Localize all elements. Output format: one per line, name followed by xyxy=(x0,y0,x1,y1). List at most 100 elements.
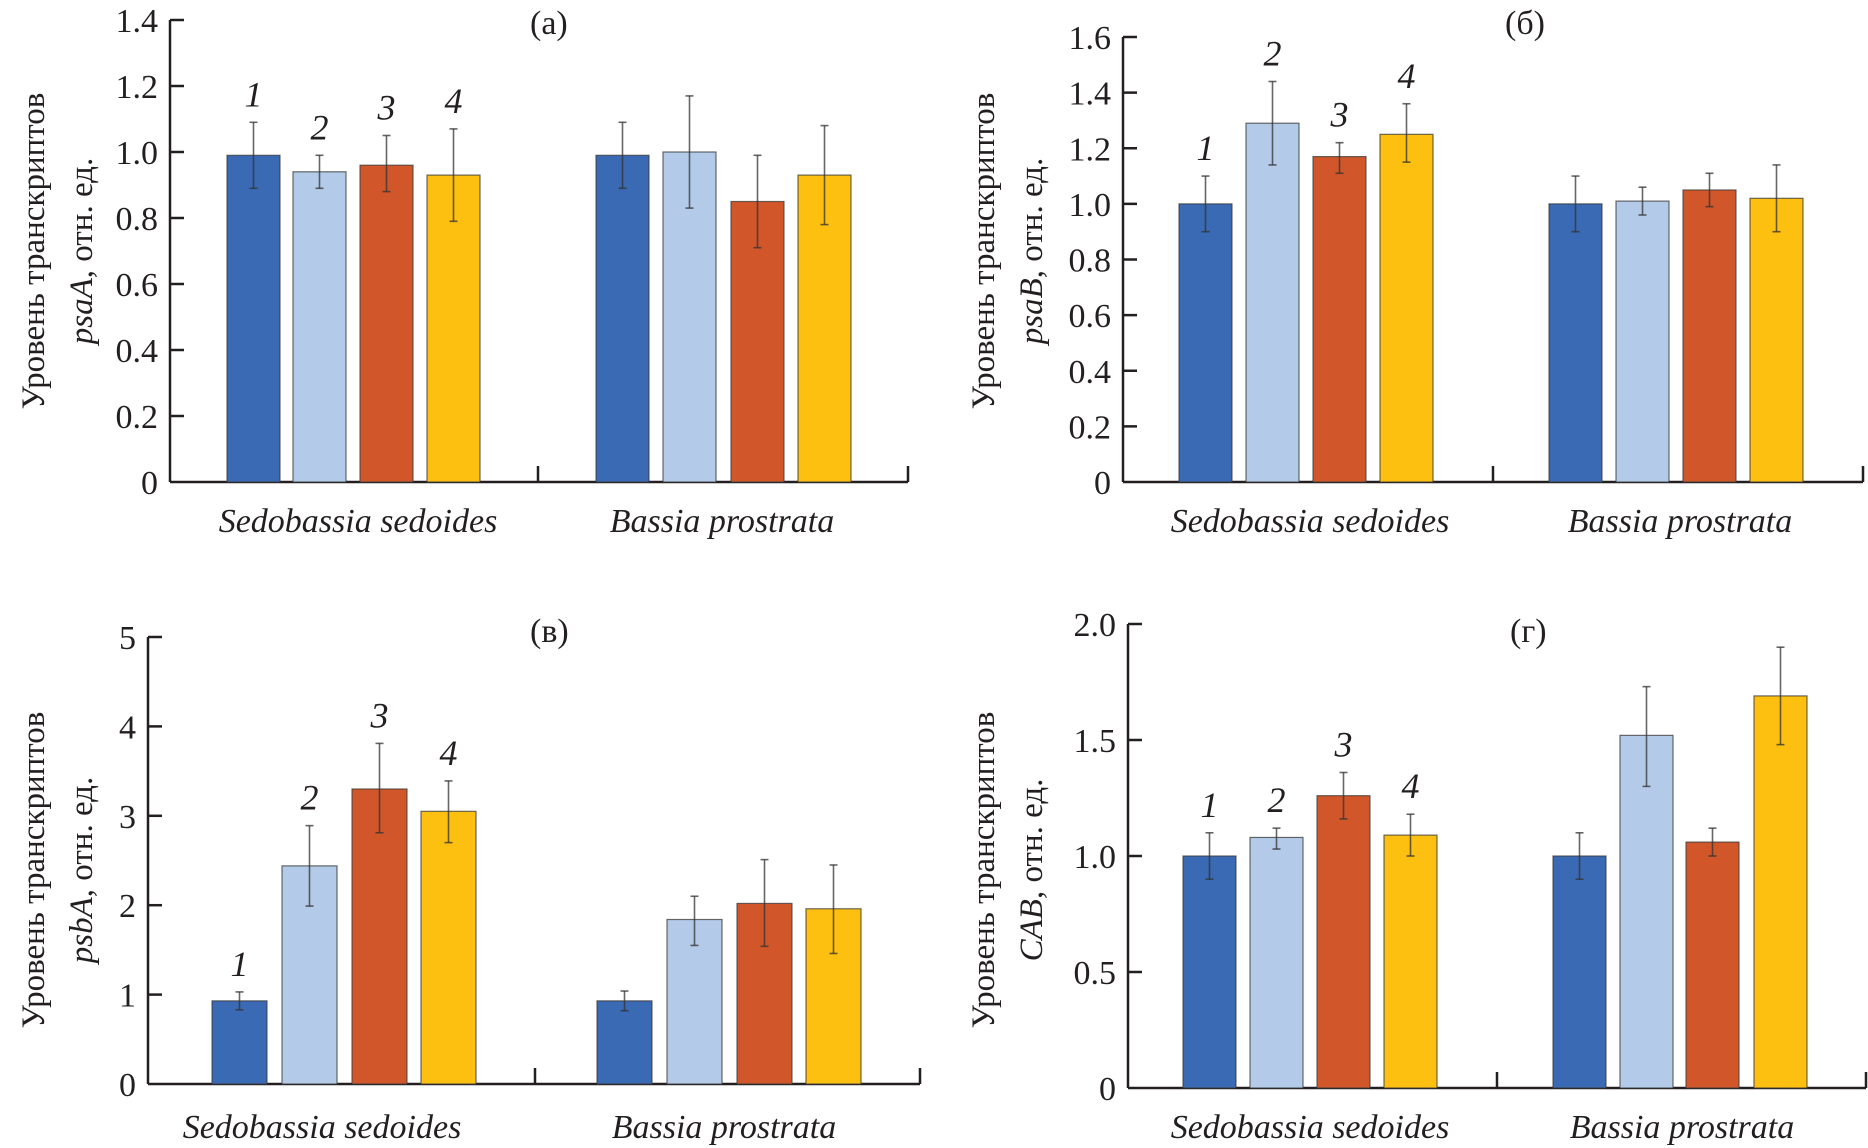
bar-series-2-sedobassia xyxy=(292,171,347,483)
bar-series-1-sedobassia xyxy=(1178,203,1233,483)
bar-series-1-bassia xyxy=(1548,203,1603,483)
y-tick-label: 0.4 xyxy=(1069,354,1112,391)
panel-a: (а) Уровень транскриптов psaA, отн. ед. … xyxy=(16,3,910,540)
y-tick-label: 3 xyxy=(119,799,136,836)
bar-number-label: 2 xyxy=(1264,34,1282,74)
y-tick-label: 1.2 xyxy=(1069,131,1112,168)
bar-series-3-bassia xyxy=(1682,189,1737,483)
x-category-label-1: Bassia prostrata xyxy=(1570,1109,1795,1146)
y-axis-units: , отн. ед. xyxy=(1014,779,1050,899)
y-axis-gene: psbA xyxy=(64,896,100,965)
bar-number-label: 3 xyxy=(377,88,396,128)
bar-series-3-sedobassia xyxy=(1312,155,1367,483)
bar-series-1-sedobassia xyxy=(211,1000,268,1085)
y-axis-title: Уровень транскриптов xyxy=(966,93,1002,410)
bar-series-2-bassia xyxy=(1615,200,1670,483)
y-tick-label: 0.6 xyxy=(1069,298,1112,335)
panel-b: (б) Уровень транскриптов psaB, отн. ед. … xyxy=(966,5,1865,540)
bar-number-label: 1 xyxy=(231,944,249,984)
y-axis-title: Уровень транскриптов xyxy=(966,712,1002,1029)
bar-number-label: 4 xyxy=(1398,56,1416,96)
panel-g: (г) Уровень транскриптов CAB, отн. ед. S… xyxy=(966,607,1868,1146)
bar-number-label: 4 xyxy=(445,81,463,121)
panel-label: (в) xyxy=(530,613,569,650)
bar-series-3-sedobassia xyxy=(351,788,408,1085)
y-axis-units: , отн. ед. xyxy=(64,777,100,897)
y-axis-title: Уровень транскриптов xyxy=(16,712,52,1029)
panel-label: (б) xyxy=(1505,5,1545,42)
y-tick-label: 1.4 xyxy=(116,3,159,40)
y-tick-label: 5 xyxy=(119,620,136,657)
y-axis-subtitle: CAB, отн. ед. xyxy=(1014,779,1050,962)
panel-label: (г) xyxy=(1510,613,1547,650)
x-category-label-1: Bassia prostrata xyxy=(610,503,835,540)
y-tick-label: 1.0 xyxy=(1074,839,1117,876)
bar-number-label: 3 xyxy=(1334,724,1353,764)
y-axis-gene: CAB xyxy=(1014,899,1050,961)
y-axis-title: Уровень транскриптов xyxy=(16,93,52,410)
y-tick-label: 4 xyxy=(119,709,136,746)
bar-series-4-bassia xyxy=(1753,695,1808,1089)
y-tick-label: 0 xyxy=(1094,465,1111,502)
bar-number-label: 1 xyxy=(1201,785,1219,825)
bar-series-3-bassia xyxy=(1685,841,1740,1089)
bar-series-3-sedobassia xyxy=(359,164,414,483)
bar-number-label: 2 xyxy=(1268,780,1286,820)
bar-series-4-sedobassia xyxy=(1379,133,1434,483)
y-tick-label: 1.0 xyxy=(1069,187,1112,224)
bar-series-4-sedobassia xyxy=(420,810,477,1085)
bar-number-label: 3 xyxy=(370,695,389,735)
x-category-label-0: Sedobassia sedoides xyxy=(1171,503,1450,540)
y-tick-label: 1.2 xyxy=(116,69,159,106)
y-axis-gene: psaA xyxy=(64,277,100,346)
y-tick-label: 1 xyxy=(119,978,136,1015)
bar-series-1-bassia xyxy=(1552,855,1607,1089)
bar-number-label: 1 xyxy=(245,74,263,114)
y-tick-label: 1.5 xyxy=(1074,723,1117,760)
bar-series-4-bassia xyxy=(1749,197,1804,483)
y-axis-subtitle: psaB, отн. ед. xyxy=(1014,158,1050,346)
bar-series-4-sedobassia xyxy=(1383,834,1438,1089)
y-tick-label: 0.4 xyxy=(116,333,159,370)
y-tick-label: 1.4 xyxy=(1069,76,1112,113)
bar-series-4-bassia xyxy=(797,174,852,483)
y-axis-units: , отн. ед. xyxy=(1014,158,1050,278)
y-tick-label: 0.2 xyxy=(116,399,159,436)
y-axis-subtitle: psbA, отн. ед. xyxy=(64,777,100,965)
y-tick-label: 1.6 xyxy=(1069,20,1112,57)
y-axis-units: , отн. ед. xyxy=(64,158,100,278)
panel-v: (в) Уровень транскриптов psbA, отн. ед. … xyxy=(16,613,922,1146)
y-tick-label: 0 xyxy=(119,1067,136,1104)
bar-number-label: 4 xyxy=(1402,766,1420,806)
bar-series-1-sedobassia xyxy=(1182,855,1237,1089)
y-tick-label: 0 xyxy=(141,465,158,502)
y-axis-subtitle: psaA, отн. ед. xyxy=(64,158,100,346)
x-category-label-1: Bassia prostrata xyxy=(612,1109,837,1146)
x-category-label-0: Sedobassia sedoides xyxy=(1171,1109,1450,1146)
bar-number-label: 2 xyxy=(311,107,329,147)
y-tick-label: 0.2 xyxy=(1069,409,1112,446)
bar-number-label: 2 xyxy=(301,778,319,818)
bar-number-label: 3 xyxy=(1330,95,1349,135)
bar-series-1-sedobassia xyxy=(226,154,281,483)
x-category-label-1: Bassia prostrata xyxy=(1568,503,1793,540)
bar-series-2-bassia xyxy=(1619,734,1674,1089)
y-tick-label: 2 xyxy=(119,888,136,925)
panel-label: (а) xyxy=(530,5,568,42)
x-category-label-0: Sedobassia sedoides xyxy=(219,503,498,540)
x-category-label-0: Sedobassia sedoides xyxy=(183,1109,462,1146)
bar-series-1-bassia xyxy=(596,1000,653,1085)
y-tick-label: 0.8 xyxy=(116,201,159,238)
y-tick-label: 2.0 xyxy=(1074,607,1117,644)
y-tick-label: 0 xyxy=(1099,1071,1116,1108)
y-tick-label: 0.5 xyxy=(1074,955,1117,992)
bar-number-label: 1 xyxy=(1197,128,1215,168)
bar-series-1-bassia xyxy=(595,154,650,483)
bar-series-4-sedobassia xyxy=(426,174,481,483)
bar-series-2-sedobassia xyxy=(1245,122,1300,483)
y-axis-gene: psaB xyxy=(1014,278,1050,346)
bar-number-label: 4 xyxy=(440,733,458,773)
bar-series-2-bassia xyxy=(666,918,723,1085)
bar-series-3-sedobassia xyxy=(1316,795,1371,1089)
